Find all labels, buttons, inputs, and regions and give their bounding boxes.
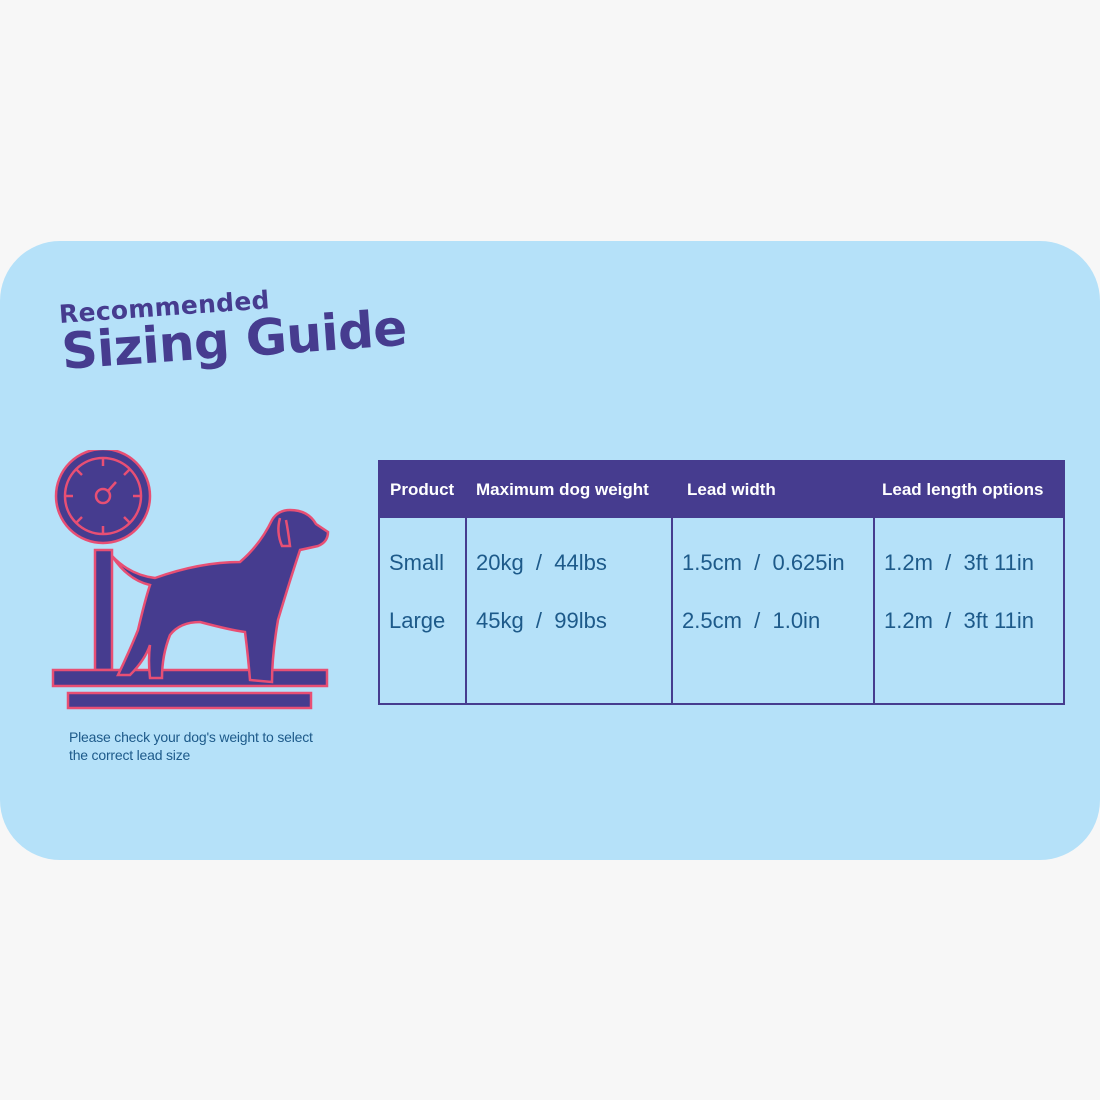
cell-weight: 45kg / 99lbs	[465, 594, 673, 704]
weight-check-note: Please check your dog's weight to select…	[69, 729, 313, 763]
cell-width: 1.5cm / 0.625in	[671, 518, 875, 594]
cell-product: Small	[378, 518, 467, 594]
cell-width: 2.5cm / 1.0in	[671, 594, 875, 704]
table-header-row: Product Maximum dog weight Lead width Le…	[379, 461, 1064, 518]
table-row: Small 20kg / 44lbs 1.5cm / 0.625in 1.2m …	[378, 518, 1065, 594]
dog-on-scale-icon	[51, 450, 330, 710]
table-row: Large 45kg / 99lbs 2.5cm / 1.0in 1.2m / …	[378, 594, 1065, 704]
header-lead-length: Lead length options	[874, 461, 1064, 518]
header-max-weight: Maximum dog weight	[466, 461, 672, 518]
cell-product: Large	[378, 594, 467, 704]
cell-weight: 20kg / 44lbs	[465, 518, 673, 594]
header-product: Product	[379, 461, 466, 518]
sizing-table: Product Maximum dog weight Lead width Le…	[378, 460, 1065, 705]
cell-length: 1.2m / 3ft 11in	[873, 594, 1065, 704]
header-lead-width: Lead width	[672, 461, 874, 518]
cell-length: 1.2m / 3ft 11in	[873, 518, 1065, 594]
